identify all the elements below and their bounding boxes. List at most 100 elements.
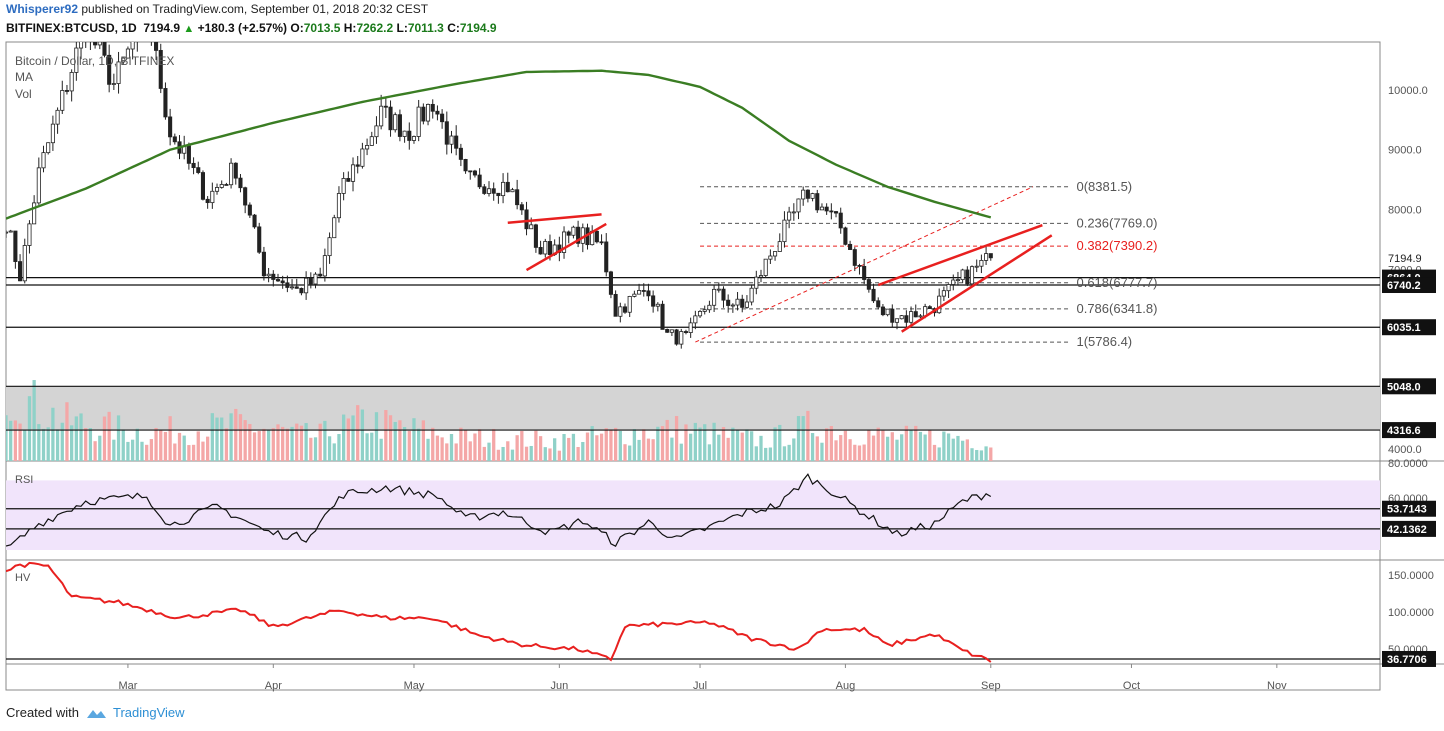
rsi-level-label: 42.1362 bbox=[1387, 524, 1427, 536]
volume-bar bbox=[510, 449, 515, 461]
fib-label: 0.382(7390.2) bbox=[1076, 238, 1157, 253]
candle-body bbox=[637, 290, 642, 295]
volume-bar bbox=[276, 424, 280, 461]
candle-body bbox=[374, 125, 379, 138]
x-axis-label: Sep bbox=[981, 680, 1001, 692]
candle-body bbox=[168, 116, 173, 138]
trendline bbox=[525, 222, 607, 272]
volume-bar bbox=[810, 433, 815, 461]
volume-bar bbox=[290, 426, 294, 461]
volume-bar bbox=[839, 435, 843, 461]
volume-bar bbox=[37, 424, 41, 461]
candle-body bbox=[988, 253, 993, 259]
volume-bar bbox=[271, 428, 275, 461]
candle-body bbox=[805, 189, 810, 199]
price-axis-tick: 10000.0 bbox=[1388, 85, 1428, 97]
volume-bar bbox=[51, 407, 55, 461]
volume-bar bbox=[210, 413, 214, 461]
candle-body bbox=[744, 301, 749, 308]
volume-bar bbox=[909, 430, 913, 461]
volume-bar bbox=[881, 430, 885, 461]
candle-body bbox=[655, 303, 660, 307]
volume-bar bbox=[674, 416, 679, 461]
volume-bar bbox=[220, 417, 224, 461]
candle-body bbox=[327, 237, 332, 257]
volume-bar bbox=[759, 435, 763, 461]
candle-body bbox=[669, 329, 674, 333]
published-text: published on TradingView.com, September … bbox=[81, 2, 429, 16]
volume-bar bbox=[970, 448, 974, 461]
candle-body bbox=[688, 322, 693, 333]
candle-body bbox=[294, 286, 299, 289]
volume-bar bbox=[191, 444, 196, 461]
trendline bbox=[507, 213, 602, 225]
volume-bar bbox=[684, 424, 688, 461]
candle-body bbox=[430, 103, 435, 112]
trendline bbox=[901, 234, 1053, 333]
volume-bar bbox=[576, 447, 580, 461]
volume-bar bbox=[370, 432, 374, 461]
candle-body bbox=[261, 251, 266, 277]
volume-bar bbox=[41, 428, 46, 461]
volume-bar bbox=[825, 428, 829, 461]
candle-body bbox=[960, 269, 965, 281]
candle-body bbox=[468, 170, 473, 173]
volume-bar bbox=[979, 450, 984, 461]
candle-body bbox=[613, 293, 618, 317]
volume-bar bbox=[224, 428, 229, 461]
volume-bar bbox=[900, 434, 904, 461]
candle-body bbox=[866, 279, 871, 290]
candle-body bbox=[125, 48, 130, 59]
volume-bar bbox=[989, 447, 993, 461]
candle-body bbox=[946, 284, 951, 292]
volume-bar bbox=[853, 444, 857, 461]
candle-body bbox=[472, 170, 477, 176]
candle-body bbox=[271, 273, 276, 280]
price-axis-tick: 9000.0 bbox=[1388, 145, 1422, 157]
volume-bar bbox=[309, 437, 313, 461]
volume-bar bbox=[318, 423, 322, 461]
candle-body bbox=[599, 241, 604, 244]
candle-body bbox=[651, 295, 656, 307]
volume-bar bbox=[102, 416, 107, 461]
tradingview-link[interactable]: TradingView bbox=[112, 705, 185, 720]
volume-bar bbox=[740, 432, 744, 461]
price-line-label: 6035.1 bbox=[1387, 322, 1421, 334]
volume-bar bbox=[567, 437, 571, 461]
volume-bar bbox=[867, 430, 871, 461]
volume-bar bbox=[168, 416, 172, 461]
candle-body bbox=[862, 265, 867, 280]
x-axis-label: Jun bbox=[550, 680, 568, 692]
candle-body bbox=[608, 271, 613, 295]
volume-bar bbox=[327, 436, 332, 461]
candle-body bbox=[210, 190, 215, 204]
candle-body bbox=[313, 273, 318, 285]
candle-body bbox=[233, 162, 238, 179]
candle-body bbox=[421, 106, 426, 122]
open-value: 7013.5 bbox=[303, 21, 341, 35]
candle-body bbox=[463, 159, 468, 172]
volume-bar bbox=[159, 430, 163, 461]
candle-body bbox=[224, 184, 229, 186]
candle-body bbox=[693, 315, 698, 324]
candle-body bbox=[8, 230, 13, 233]
candle-body bbox=[702, 309, 707, 312]
volume-bar bbox=[407, 430, 411, 461]
candle-body bbox=[909, 311, 914, 323]
candle-body bbox=[679, 331, 684, 345]
candle-body bbox=[383, 105, 388, 108]
volume-bar bbox=[431, 427, 435, 461]
volume-bar bbox=[923, 434, 927, 461]
volume-bar bbox=[670, 437, 674, 461]
candle-body bbox=[730, 304, 735, 307]
candle-body bbox=[200, 172, 205, 200]
candle-body bbox=[782, 219, 787, 243]
volume-bar bbox=[163, 431, 168, 461]
candle-body bbox=[697, 311, 703, 317]
candle-body bbox=[833, 211, 839, 214]
author-link[interactable]: Whisperer92 bbox=[6, 2, 79, 16]
volume-bar bbox=[74, 416, 78, 461]
candle-body bbox=[416, 106, 421, 137]
volume-bar bbox=[27, 396, 32, 461]
